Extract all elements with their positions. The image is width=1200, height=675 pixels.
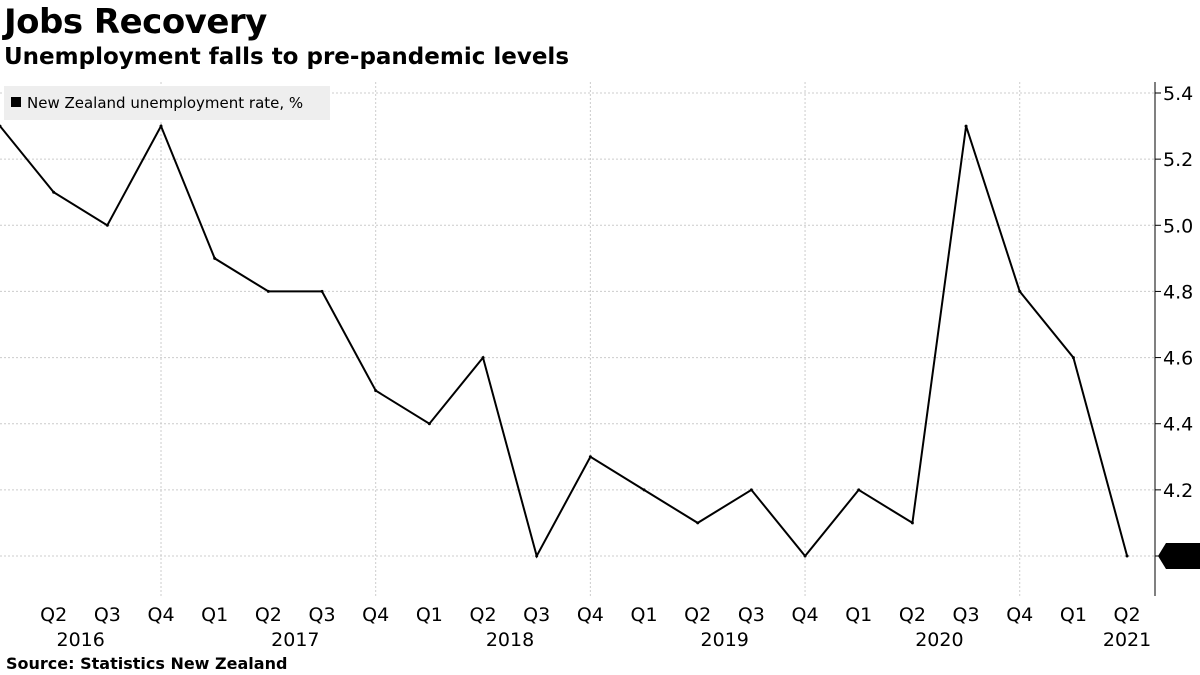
x-year-label: 2017 (271, 629, 319, 651)
chart-subtitle: Unemployment falls to pre-pandemic level… (4, 44, 570, 70)
data-point (1018, 289, 1022, 293)
x-tick-label: Q3 (738, 604, 765, 626)
last-value-badge-label: 4.0 (1168, 546, 1198, 568)
x-tick-label: Q2 (1114, 604, 1141, 626)
x-tick-label: Q4 (362, 604, 389, 626)
x-tick-label: Q2 (255, 604, 282, 626)
legend: New Zealand unemployment rate, % (4, 86, 330, 120)
x-tick-label: Q1 (845, 604, 872, 626)
x-tick-label: Q4 (147, 604, 174, 626)
y-axis: 4.2 4.4 4.6 4.8 5.0 5.2 5.4 (1154, 82, 1193, 596)
x-tick-label: Q1 (416, 604, 443, 626)
x-tick-label: Q3 (523, 604, 550, 626)
y-tick-label: 4.6 (1163, 348, 1193, 370)
x-year-label: 2016 (56, 629, 104, 651)
y-tick-label: 4.4 (1163, 414, 1193, 436)
data-point (320, 289, 324, 293)
x-year-label: 2020 (915, 629, 963, 651)
y-tick-label: 4.2 (1163, 480, 1193, 502)
data-point (481, 356, 485, 360)
x-tick-label: Q3 (953, 604, 980, 626)
x-tick-label: Q4 (792, 604, 819, 626)
x-tick-label: Q2 (684, 604, 711, 626)
data-point (266, 289, 270, 293)
data-point (213, 256, 217, 260)
source-note: Source: Statistics New Zealand (6, 654, 288, 673)
legend-swatch (11, 97, 21, 107)
x-tick-label: Q3 (94, 604, 121, 626)
x-tick-label: Q1 (201, 604, 228, 626)
data-point (964, 124, 968, 128)
series-layer (0, 123, 1129, 559)
x-tick-label: Q3 (308, 604, 335, 626)
x-tick-label: Q4 (577, 604, 604, 626)
data-point (1071, 356, 1075, 360)
x-tick-label: Q2 (40, 604, 67, 626)
y-tick-label: 5.2 (1163, 149, 1193, 171)
x-tick-label: Q2 (470, 604, 497, 626)
data-point (857, 488, 861, 492)
gridlines (0, 82, 1155, 596)
series-line (0, 123, 1129, 559)
data-point (105, 223, 109, 227)
chart-title: Jobs Recovery (4, 2, 267, 42)
data-point (588, 455, 592, 459)
y-tick-label: 4.8 (1163, 281, 1193, 303)
x-tick-label: Q2 (899, 604, 926, 626)
x-tick-label: Q4 (1006, 604, 1033, 626)
data-point (52, 190, 56, 194)
data-point (803, 554, 807, 558)
x-axis: Q2 Q3 Q4 Q1 Q2 Q3 Q4 Q1 Q2 Q3 Q4 Q1 Q2 Q3 Q4 Q1 Q2 Q3 Q4 Q1… (40, 604, 1151, 651)
x-year-label: 2021 (1103, 629, 1151, 651)
data-point (749, 488, 753, 492)
x-tick-label: Q1 (1060, 604, 1087, 626)
last-value-badge-shape (1158, 543, 1200, 569)
data-point (0, 124, 2, 128)
x-year-label: 2019 (701, 629, 749, 651)
data-point (642, 488, 646, 492)
data-point (696, 521, 700, 525)
legend-label: New Zealand unemployment rate, % (27, 94, 303, 112)
y-tick-label: 5.4 (1163, 83, 1193, 105)
legend-background (4, 86, 330, 120)
y-tick-label: 5.0 (1163, 215, 1193, 237)
data-point (910, 521, 914, 525)
x-tick-label: Q1 (631, 604, 658, 626)
data-point (1125, 554, 1129, 558)
data-point (159, 124, 163, 128)
data-point (374, 389, 378, 393)
x-year-label: 2018 (486, 629, 534, 651)
data-point (427, 422, 431, 426)
data-point (535, 554, 539, 558)
last-value-badge: 4.0 (1158, 543, 1200, 569)
